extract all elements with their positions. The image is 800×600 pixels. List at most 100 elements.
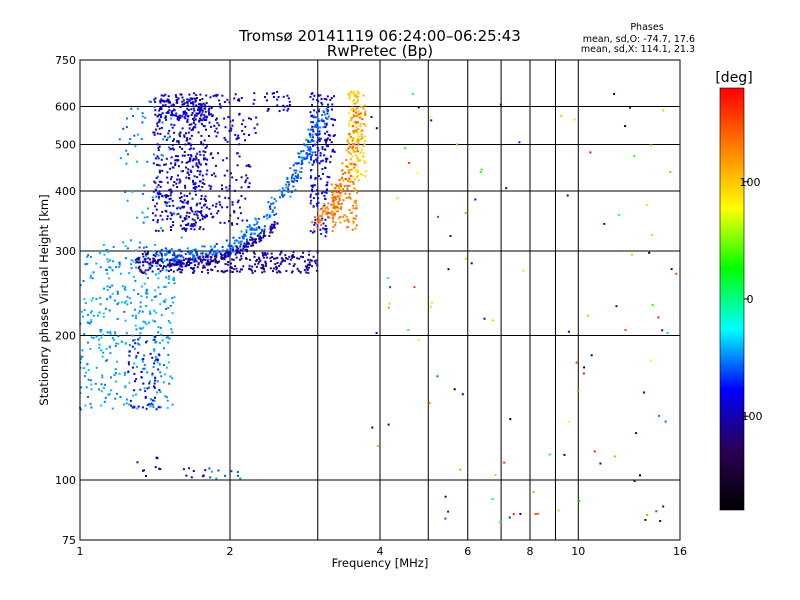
echo-point (320, 224, 323, 227)
echo-point (635, 432, 638, 435)
echo-point (232, 249, 234, 251)
echo-point (329, 161, 332, 164)
echo-point (221, 258, 224, 260)
echo-point (224, 474, 226, 477)
echo-point (238, 206, 241, 209)
echo-point (534, 513, 537, 515)
echo-point (235, 256, 238, 259)
echo-point (270, 252, 273, 255)
echo-point (396, 197, 399, 200)
echo-point (312, 130, 315, 133)
echo-point (280, 250, 283, 253)
echo-point (169, 135, 171, 138)
echo-point (326, 188, 328, 191)
echo-point (189, 144, 192, 147)
echo-point (203, 204, 206, 207)
echo-point (352, 220, 355, 223)
echo-point (197, 107, 200, 109)
echo-point (214, 130, 217, 133)
echo-point (106, 289, 109, 291)
echo-point (178, 197, 181, 199)
echo-point (255, 228, 258, 231)
echo-point (153, 338, 156, 341)
echo-point (243, 246, 246, 248)
echo-point (325, 145, 328, 148)
echo-point (200, 107, 203, 110)
echo-point (352, 182, 355, 185)
echo-point (265, 256, 268, 259)
echo-point (318, 218, 321, 221)
echo-point (286, 109, 289, 112)
echo-point (158, 354, 161, 357)
echo-point (233, 97, 236, 100)
echo-point (308, 253, 310, 256)
echo-point (255, 116, 258, 119)
echo-point (271, 92, 274, 95)
echo-point (312, 184, 315, 187)
echo-point (246, 177, 249, 180)
echo-point (355, 189, 358, 192)
echo-point (155, 265, 158, 268)
echo-point (258, 226, 260, 228)
echo-point (512, 513, 515, 516)
echo-point (165, 195, 168, 198)
echo-point (194, 190, 197, 193)
echo-point (262, 253, 265, 256)
echo-point (165, 111, 168, 114)
echo-point (212, 95, 215, 97)
echo-point (202, 474, 205, 477)
echo-point (154, 214, 157, 217)
echo-point (216, 121, 219, 124)
echo-point (363, 123, 365, 126)
echo-point (194, 118, 197, 121)
echo-point (184, 228, 187, 231)
echo-point (194, 99, 197, 102)
echo-point (250, 233, 252, 236)
echo-point (199, 153, 202, 156)
echo-point (205, 145, 208, 148)
echo-point (163, 163, 166, 166)
x-tick-label: 2 (227, 545, 234, 558)
echo-point (509, 418, 512, 421)
echo-point (171, 199, 174, 202)
echo-point (308, 132, 311, 135)
echo-point (199, 163, 202, 166)
echo-point (180, 250, 183, 253)
echo-point (158, 264, 161, 267)
echo-point (186, 107, 189, 110)
echo-point (313, 161, 315, 164)
echo-point (257, 234, 260, 237)
echo-point (255, 241, 258, 244)
echo-point (348, 145, 351, 148)
echo-point (238, 99, 241, 102)
echo-point (168, 146, 170, 149)
echo-point (152, 366, 155, 368)
echo-point (210, 268, 213, 271)
echo-point (334, 224, 337, 227)
echo-point (148, 310, 151, 313)
echo-point (224, 138, 227, 141)
echo-point (226, 255, 229, 258)
echo-point (305, 156, 308, 159)
echo-point (154, 101, 157, 104)
echo-point (211, 114, 214, 117)
echo-point (303, 156, 305, 159)
echo-point (223, 136, 226, 139)
echo-point (327, 115, 330, 118)
echo-point (190, 267, 193, 269)
echo-point (137, 261, 140, 264)
echo-point (188, 260, 191, 263)
echo-point (107, 260, 110, 263)
echo-point (309, 230, 312, 233)
echo-point (124, 385, 127, 388)
echo-point (293, 179, 296, 182)
echo-point (227, 261, 230, 263)
echo-point (210, 174, 213, 177)
echo-point (158, 467, 161, 470)
echo-point (236, 270, 239, 273)
echo-point (186, 118, 189, 121)
echo-point (179, 265, 182, 268)
echo-point (202, 154, 205, 157)
echo-point (138, 246, 141, 249)
echo-point (188, 93, 191, 96)
